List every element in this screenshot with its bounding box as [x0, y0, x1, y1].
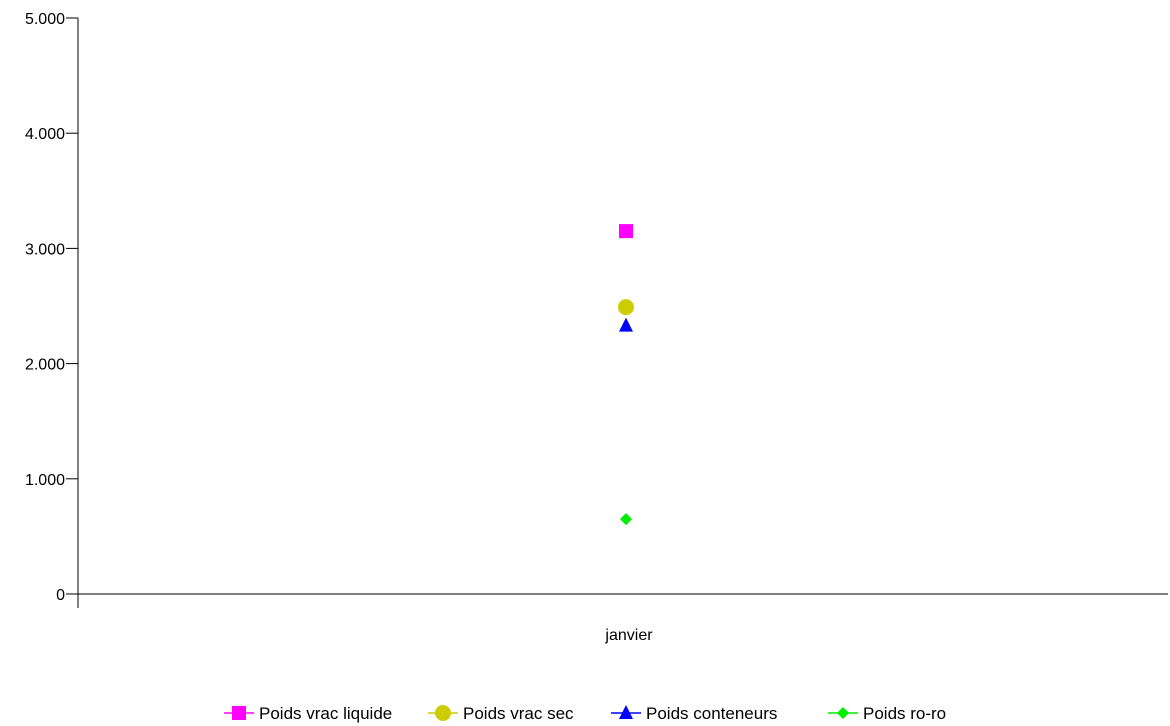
y-tick-label: 5.000 — [25, 11, 65, 28]
legend-label: Poids vrac liquide — [259, 704, 392, 723]
data-point — [619, 317, 633, 332]
legend-item: Poids conteneurs — [611, 704, 777, 723]
legend-item: Poids ro-ro — [828, 704, 946, 723]
x-tick-label: janvier — [604, 627, 653, 644]
legend-label: Poids vrac sec — [463, 704, 574, 723]
legend-item: Poids vrac sec — [428, 704, 574, 723]
legend-marker — [837, 707, 849, 719]
legend-marker — [619, 705, 633, 719]
legend-label: Poids conteneurs — [646, 704, 777, 723]
y-tick-label: 2.000 — [25, 357, 65, 374]
legend-marker — [435, 705, 451, 721]
data-point — [619, 224, 633, 239]
legend-item: Poids vrac liquide — [224, 704, 392, 723]
x-axis-ticks: janvier — [604, 627, 653, 644]
legend-marker — [232, 706, 246, 720]
y-tick-label: 3.000 — [25, 241, 65, 258]
axes — [77, 18, 1168, 608]
y-axis-ticks: 0 1.000 2.000 3.000 4.000 5.000 — [25, 11, 78, 604]
legend-label: Poids ro-ro — [863, 704, 946, 723]
y-tick-label: 0 — [56, 587, 65, 604]
data-point — [618, 299, 634, 316]
legend: Poids vrac liquide Poids vrac sec Poids co… — [224, 704, 946, 723]
data-points — [618, 224, 634, 526]
y-tick-label: 1.000 — [25, 472, 65, 489]
y-tick-label: 4.000 — [25, 126, 65, 143]
data-point — [620, 513, 632, 526]
